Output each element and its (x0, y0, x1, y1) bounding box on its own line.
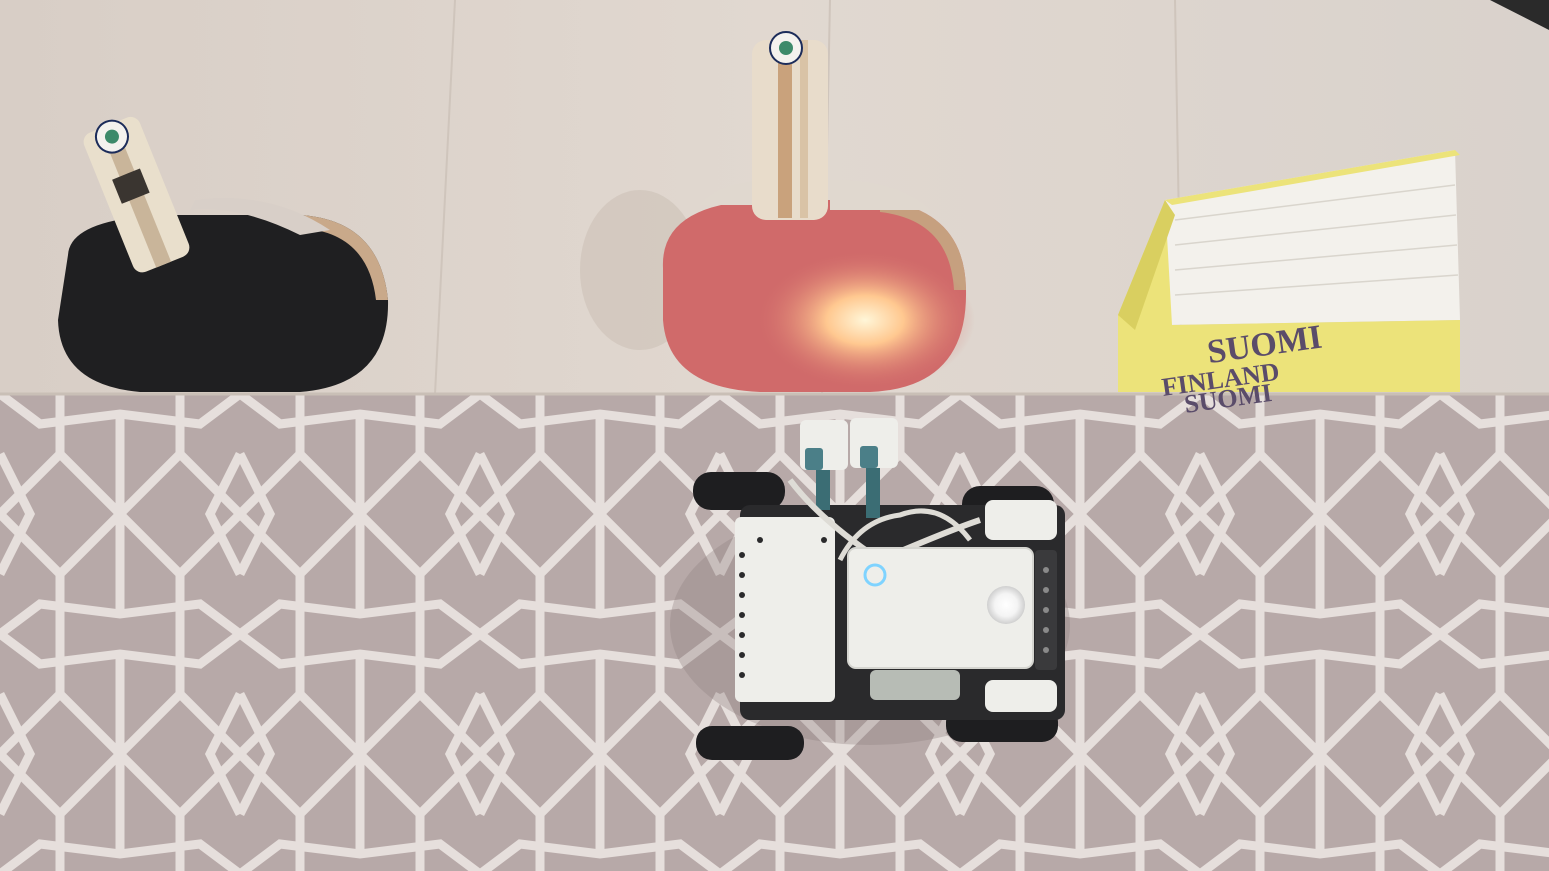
wheel-front-left (693, 472, 785, 510)
battery-block (735, 517, 835, 702)
wheel-rear-left (696, 726, 804, 760)
hub-center-button (987, 586, 1025, 624)
